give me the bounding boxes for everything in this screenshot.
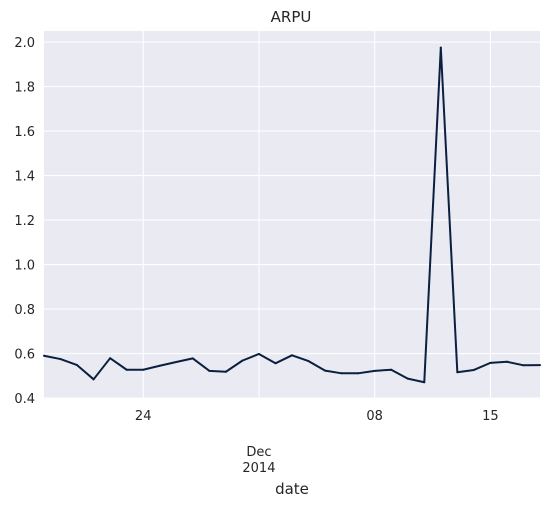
data-point — [142, 368, 145, 371]
data-point — [175, 360, 178, 363]
data-point — [505, 360, 508, 363]
y-axis: 0.4 0.6 0.8 1.0 1.2 1.4 1.6 1.8 2.0 — [14, 36, 35, 407]
data-point — [357, 372, 360, 375]
y-tick-label: 1.4 — [14, 170, 35, 185]
data-point — [340, 372, 343, 375]
y-tick-label: 0.4 — [14, 392, 35, 407]
data-point — [307, 360, 310, 363]
data-point — [241, 359, 244, 362]
data-point — [406, 377, 409, 380]
data-point — [158, 364, 161, 367]
y-tick-label: 1.6 — [14, 125, 35, 140]
data-point — [59, 358, 62, 361]
x-tick-label: 15 — [482, 409, 499, 424]
plot-area — [44, 31, 540, 398]
gridlines — [44, 31, 540, 399]
data-point — [439, 46, 442, 49]
data-point — [522, 364, 525, 367]
x-tick-label: Dec 2014 — [242, 445, 275, 476]
data-point — [324, 369, 327, 372]
data-point — [291, 354, 293, 357]
data-point — [208, 369, 211, 372]
x-tick-label: 08 — [366, 409, 383, 424]
y-tick-label: 2.0 — [14, 36, 35, 51]
x-tick-label: 24 — [135, 409, 152, 424]
data-point — [489, 361, 492, 364]
data-point — [472, 368, 475, 371]
data-point — [373, 369, 376, 372]
data-point — [43, 354, 45, 357]
data-point — [539, 364, 541, 367]
y-tick-label: 0.6 — [14, 348, 35, 363]
data-point — [76, 364, 79, 367]
x-axis: 24 Dec 2014 08 15 — [135, 409, 499, 476]
y-tick-label: 1.8 — [14, 81, 35, 96]
series-layer — [43, 46, 541, 384]
data-point — [274, 362, 277, 365]
y-tick-label: 0.8 — [14, 303, 35, 318]
x-axis-label: date — [275, 480, 309, 498]
y-tick-label: 1.2 — [14, 214, 35, 229]
data-point — [257, 352, 260, 355]
data-point — [390, 368, 393, 371]
data-point — [423, 381, 426, 384]
data-point — [224, 370, 227, 373]
y-tick-label: 1.0 — [14, 259, 35, 274]
data-point — [109, 357, 112, 360]
data-point — [456, 371, 459, 374]
chart-title: ARPU — [271, 8, 312, 26]
data-point — [92, 378, 95, 381]
data-point — [125, 368, 128, 371]
data-point — [191, 357, 194, 360]
